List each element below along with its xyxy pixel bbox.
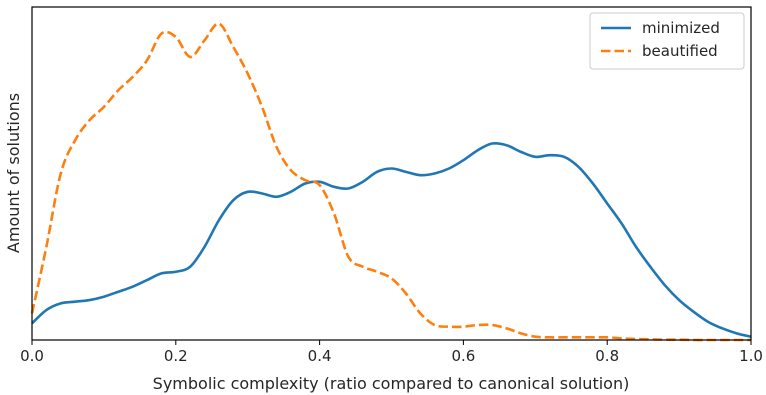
x-tick-label: 0.0 [20,347,44,365]
x-tick-label: 0.8 [595,347,619,365]
plot-lines [30,22,752,342]
legend-label-minimized: minimized [642,19,720,37]
y-axis-label: Amount of solutions [4,93,23,253]
series-line-beautified [30,22,751,342]
x-axis-ticks: 0.0 0.2 0.4 0.6 0.8 1.0 [20,340,763,365]
x-tick-label: 0.6 [451,347,475,365]
x-axis-label: Symbolic complexity (ratio compared to c… [153,374,630,393]
x-tick-label: 1.0 [739,347,763,365]
x-tick-label: 0.2 [164,347,188,365]
series-line-minimized [31,141,752,338]
x-tick-label: 0.4 [308,347,332,365]
legend: minimized beautified [589,12,745,70]
legend-label-beautified: beautified [642,42,718,60]
plot-frame [31,6,752,341]
